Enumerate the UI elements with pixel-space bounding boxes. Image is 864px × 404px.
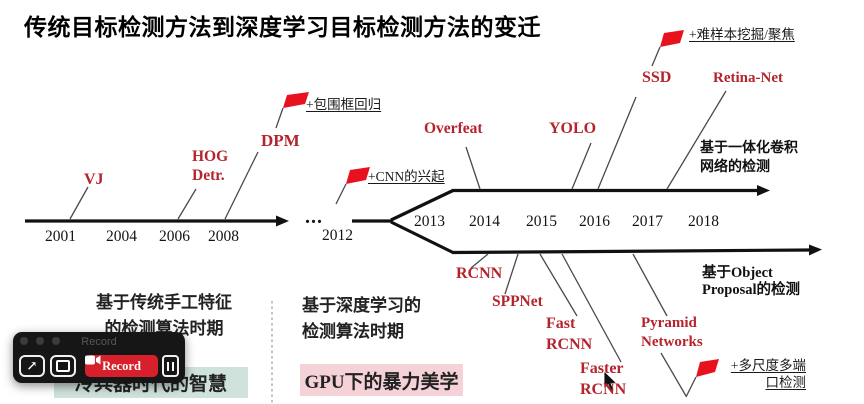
method-label-pyramid-networks: Pyramid Networks bbox=[641, 315, 703, 350]
video-camera-icon bbox=[85, 355, 101, 365]
lower-branch-line bbox=[451, 248, 811, 255]
callout-line-retina-net bbox=[666, 90, 727, 190]
tagline-deep-learning-text: GPU下的暴力美学 bbox=[304, 371, 459, 393]
flag-icon-cnn-rise bbox=[346, 167, 370, 184]
flagpole-bbox-regression bbox=[275, 107, 284, 129]
arrow-up-right-icon: ↗ bbox=[26, 358, 38, 373]
method-label-retina-net: Retina-Net bbox=[713, 70, 783, 86]
pause-icon bbox=[166, 361, 170, 371]
mouse-cursor-icon bbox=[603, 370, 618, 393]
method-label-dpm: DPM bbox=[261, 131, 300, 150]
capture-area-button[interactable] bbox=[50, 355, 76, 377]
window-dot-3-icon[interactable] bbox=[52, 337, 60, 345]
method-label-faster-rcnn: Faster RCNN bbox=[580, 360, 627, 398]
share-arrow-button[interactable]: ↗ bbox=[19, 355, 45, 377]
method-label-overfeat: Overfeat bbox=[424, 120, 483, 137]
annotation-multiscale-multiport: +多尺度多端 口检测 bbox=[730, 358, 806, 390]
flagpole-hard-example-mining bbox=[651, 46, 661, 67]
year-2017: 2017 bbox=[632, 213, 663, 230]
lower-branch-arrowhead-icon bbox=[809, 244, 822, 256]
callout-line-faster-rcnn bbox=[561, 253, 622, 363]
year-2006: 2006 bbox=[159, 228, 190, 245]
callout-line-ssd bbox=[597, 96, 637, 190]
tagline-deep-learning-box: GPU下的暴力美学 bbox=[300, 364, 463, 396]
page-title: 传统目标检测方法到深度学习目标检测方法的变迁 bbox=[24, 14, 541, 40]
flag-icon-multiscale bbox=[696, 359, 719, 377]
method-label-vj: VJ bbox=[84, 171, 104, 188]
callout-line-sppnet bbox=[504, 253, 519, 295]
left-axis-arrowhead-icon bbox=[276, 215, 289, 227]
flag-icon-hard-example-mining bbox=[660, 30, 684, 47]
callout-line-pyramid-networks bbox=[632, 253, 668, 317]
flagpole-multiscale bbox=[685, 376, 697, 398]
window-dot-2-icon[interactable] bbox=[36, 337, 44, 345]
year-2012: 2012 bbox=[322, 227, 353, 244]
year-2015: 2015 bbox=[526, 213, 557, 230]
year-2018: 2018 bbox=[688, 213, 719, 230]
year-2008: 2008 bbox=[208, 228, 239, 245]
year-2014: 2014 bbox=[469, 213, 500, 230]
window-dot-1-icon[interactable] bbox=[20, 337, 28, 345]
method-label-rcnn: RCNN bbox=[456, 265, 503, 282]
year-2016: 2016 bbox=[579, 213, 610, 230]
method-label-ssd: SSD bbox=[642, 69, 672, 86]
window-frame-icon bbox=[56, 360, 70, 372]
annotation-hard-example-mining: +难样本挖掘/聚焦 bbox=[689, 27, 795, 42]
year-2013: 2013 bbox=[414, 213, 445, 230]
flag-icon-bbox-regression bbox=[283, 92, 309, 108]
record-window-title: Record bbox=[81, 336, 117, 348]
record-button[interactable]: Record bbox=[85, 355, 158, 377]
callout-line-fast-rcnn bbox=[539, 253, 578, 317]
callout-line-overfeat bbox=[465, 146, 481, 190]
method-label-hog-detr: HOG Detr. bbox=[192, 148, 229, 184]
flagpole-cnn-rise bbox=[335, 183, 347, 205]
lower-branch-label: 基于Object Proposal的检测 bbox=[702, 265, 801, 298]
annotation-cnn-rise: +CNN的兴起 bbox=[368, 169, 445, 184]
timeline-ellipsis: ... bbox=[305, 206, 323, 228]
era-caption-deep-learning: 基于深度学习的 检测算法时期 bbox=[302, 296, 421, 341]
method-label-yolo: YOLO bbox=[549, 120, 597, 137]
callout-line-multiscale-flag bbox=[660, 352, 687, 397]
callout-line-hog bbox=[177, 188, 197, 220]
year-2001: 2001 bbox=[45, 228, 76, 245]
callout-line-dpm bbox=[224, 151, 259, 220]
callout-line-rcnn bbox=[470, 253, 489, 269]
fork-upper-diagonal bbox=[390, 189, 454, 222]
method-label-fast-rcnn: Fast RCNN bbox=[546, 315, 593, 353]
callout-line-vj bbox=[69, 186, 89, 220]
annotation-bbox-regression: +包围框回归 bbox=[306, 97, 382, 112]
upper-branch-label: 基于一体化卷积 网络的检测 bbox=[700, 141, 798, 175]
pause-button[interactable] bbox=[162, 355, 179, 377]
upper-branch-arrowhead-icon bbox=[757, 185, 770, 196]
callout-line-yolo bbox=[571, 142, 592, 190]
year-2004: 2004 bbox=[106, 228, 137, 245]
record-button-label: Record bbox=[102, 358, 141, 373]
fork-lower-diagonal bbox=[390, 220, 454, 254]
method-label-sppnet: SPPNet bbox=[492, 293, 543, 310]
